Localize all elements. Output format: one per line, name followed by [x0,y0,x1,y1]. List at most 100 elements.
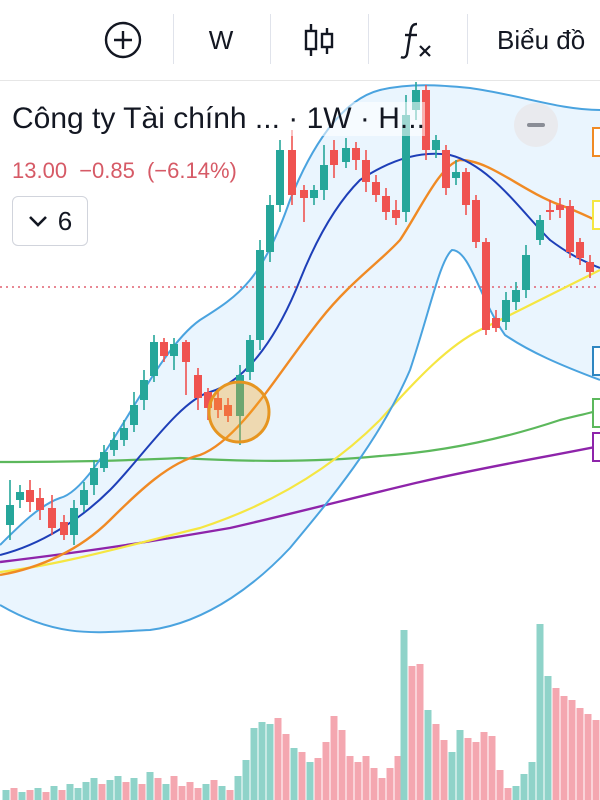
candle [352,142,360,170]
volume-bar [370,768,378,800]
candle [320,145,328,200]
add-symbol-button[interactable] [100,0,146,80]
toolbar-divider [467,14,468,64]
volume-bar [290,748,298,800]
candle [442,145,450,195]
indicators-button[interactable] [394,0,440,80]
last-price: 13.00 [12,158,68,183]
ma-purple-line [0,444,600,564]
candle [342,138,350,168]
candle [6,480,14,540]
indicators-toggle-button[interactable]: 6 [12,196,88,246]
volume-bar [50,786,58,800]
highlight-circle [207,380,271,444]
symbol-title[interactable]: Công ty Tài chính ... · 1W · H... [12,102,425,136]
candle [48,495,56,535]
volume-bar [480,732,488,800]
chart-canvas[interactable] [0,80,600,800]
candle [472,195,480,248]
volume-bar [122,782,130,800]
candle [576,238,584,265]
candle [492,310,500,332]
interval-button[interactable]: W [198,0,244,80]
toolbar-divider [173,14,174,64]
volume-bar [10,788,18,800]
volume-bar [98,784,106,800]
volume-bar [250,728,258,800]
candle [214,392,222,418]
volume-bar [464,738,472,800]
candle [288,130,296,205]
volume-bar [536,624,544,800]
candle [586,255,594,278]
candle [130,392,138,432]
volume-bar [2,790,10,800]
volume-bar [106,780,114,800]
volume-bar [34,788,42,800]
candle [140,370,148,410]
candle [182,340,190,395]
price-values: 13.00 −0.85 (−6.14%) [12,158,243,184]
candle [120,420,128,446]
volume-bar [338,730,346,800]
volume-bar [528,762,536,800]
fx-icon [400,22,431,59]
volume-bar [424,710,432,800]
volume-bar [218,786,226,800]
volume-bar [58,790,66,800]
ma-orange-line [0,158,600,577]
collapse-legend-button[interactable] [514,103,558,147]
candle [452,160,460,185]
volume-bar [298,752,306,800]
candle [80,482,88,512]
candlestick-icon [304,24,334,56]
price-chart[interactable] [0,80,600,800]
candle [566,200,574,258]
volume-bar [362,756,370,800]
price-tag-green [592,398,600,428]
candle [392,200,400,225]
ma-green-line [0,408,600,464]
volume-bar [282,734,290,800]
volume-bar [544,676,552,800]
volume-bar [568,700,576,800]
candle [246,335,254,380]
chart-type-button[interactable] [296,0,342,80]
volume-bar [210,780,218,800]
volume-bar [576,708,584,800]
volume-bar [400,630,408,800]
volume-bar [378,778,386,800]
chart-menu-label: Biểu đồ [497,24,586,55]
candle [266,195,274,262]
volume-bar [504,788,512,800]
volume-bar [74,788,82,800]
candle [432,135,440,158]
candlesticks [6,82,594,545]
candle [16,485,24,508]
volume-bar [330,716,338,800]
candle [382,188,390,220]
candle [512,282,520,310]
price-change: −0.85 [79,158,135,183]
candle [110,432,118,456]
volume-bar [202,784,210,800]
candle [276,140,284,212]
price-tag-orange [592,127,600,157]
volume-bar [42,792,50,800]
volume-bar [560,696,568,800]
candle [170,338,178,370]
volume-bar [354,762,362,800]
volume-bar [226,790,234,800]
candle [236,365,244,445]
price-change-percent: (−6.14%) [146,158,237,183]
volume-bar [322,742,330,800]
volume-bar [266,724,274,800]
chart-menu-button[interactable]: Biểu đồ [497,0,600,80]
volume-bar [146,772,154,800]
price-tag-purple [592,432,600,462]
volume-bar [306,762,314,800]
candle [300,185,308,222]
candle [556,198,564,218]
volume-bar [432,724,440,800]
bollinger-band-fill [0,85,600,633]
